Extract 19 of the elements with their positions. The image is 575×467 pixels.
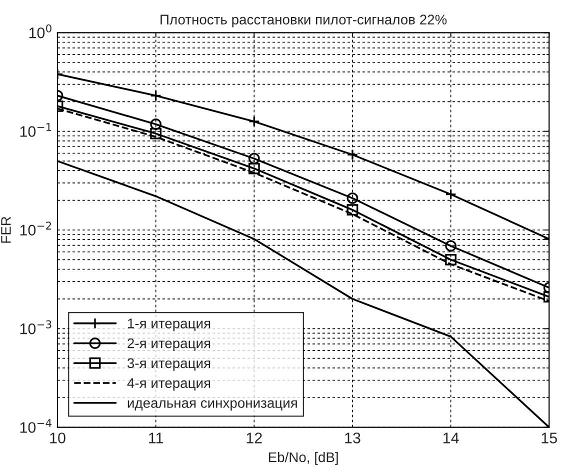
x-tick-label: 13 bbox=[345, 432, 360, 444]
x-tick-label: 12 bbox=[246, 432, 262, 444]
y-tick-label: 10$^{−3}$ bbox=[20, 320, 52, 334]
y-tick-label: 10$^{0}$ bbox=[29, 24, 52, 38]
x-tick-label: 10 bbox=[50, 432, 66, 444]
y-axis-title: FER bbox=[1, 216, 11, 243]
legend-label: 3-я итерация bbox=[127, 358, 210, 371]
y-tick-label: 10$^{−1}$ bbox=[20, 123, 52, 137]
x-axis-title: Eb/No, [dB] bbox=[268, 452, 338, 465]
legend-label: идеальная синхронизация bbox=[128, 400, 297, 411]
legend-label: 4-я итерация bbox=[127, 378, 210, 391]
x-tick-label: 14 bbox=[443, 432, 459, 444]
chart-title: Плотность расстановки пилот-сигналов 22% bbox=[160, 14, 447, 28]
x-tick-label: 15 bbox=[542, 432, 557, 444]
y-tick-label: 10$^{−2}$ bbox=[20, 222, 52, 236]
legend-label: 2-я итерация bbox=[128, 338, 210, 351]
legend-label: 1-я итерация bbox=[128, 318, 210, 332]
y-tick-label: 10$^{−4}$ bbox=[20, 419, 52, 433]
x-tick-label: 11 bbox=[149, 432, 164, 444]
